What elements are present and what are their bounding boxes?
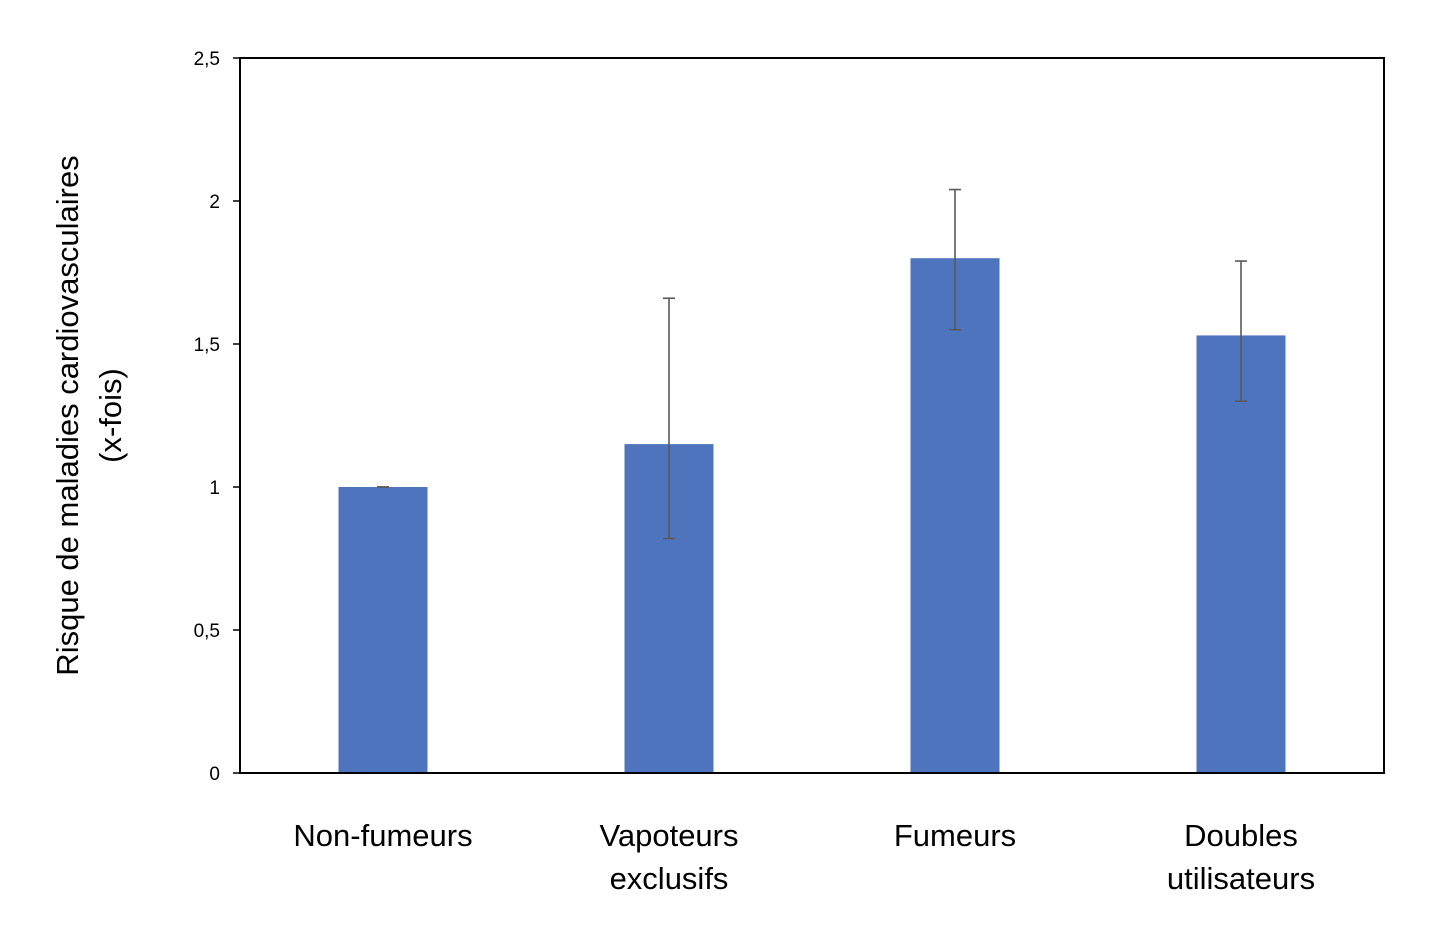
error-bar bbox=[663, 297, 675, 540]
x-category-label: Vapoteurs bbox=[599, 818, 738, 853]
y-axis-ticks: 0 0,5 1 1,5 2 2,5 bbox=[194, 49, 240, 785]
y-tick-label: 0 bbox=[209, 764, 220, 785]
error-bars bbox=[377, 188, 1247, 540]
y-axis-title: Risque de maladies cardiovasculaires (x-f… bbox=[50, 155, 128, 675]
error-bar bbox=[1235, 260, 1247, 403]
y-tick-label: 2,5 bbox=[194, 49, 220, 70]
bar bbox=[1196, 335, 1286, 773]
y-tick-label: 2 bbox=[209, 192, 220, 213]
x-category-label: Non-fumeurs bbox=[293, 818, 472, 853]
x-category-label: exclusifs bbox=[610, 861, 729, 896]
y-tick-label: 1,5 bbox=[194, 335, 220, 356]
y-tick-label: 0,5 bbox=[194, 621, 220, 642]
error-bar bbox=[949, 188, 961, 331]
y-axis-title-line: (x-fois) bbox=[93, 368, 128, 463]
y-axis-title-line: Risque de maladies cardiovasculaires bbox=[50, 155, 85, 675]
plot-area-frame bbox=[239, 57, 1385, 774]
y-tick-label: 1 bbox=[209, 478, 220, 499]
x-category-label: Fumeurs bbox=[894, 818, 1016, 853]
x-axis-category-labels: Non-fumeurs Vapoteurs exclusifs Fumeurs Doub… bbox=[293, 818, 1315, 896]
bars bbox=[338, 258, 1286, 773]
x-category-label: utilisateurs bbox=[1167, 861, 1315, 896]
x-category-label: Doubles bbox=[1184, 818, 1298, 853]
bar bbox=[338, 487, 428, 773]
bar bbox=[910, 258, 1000, 773]
